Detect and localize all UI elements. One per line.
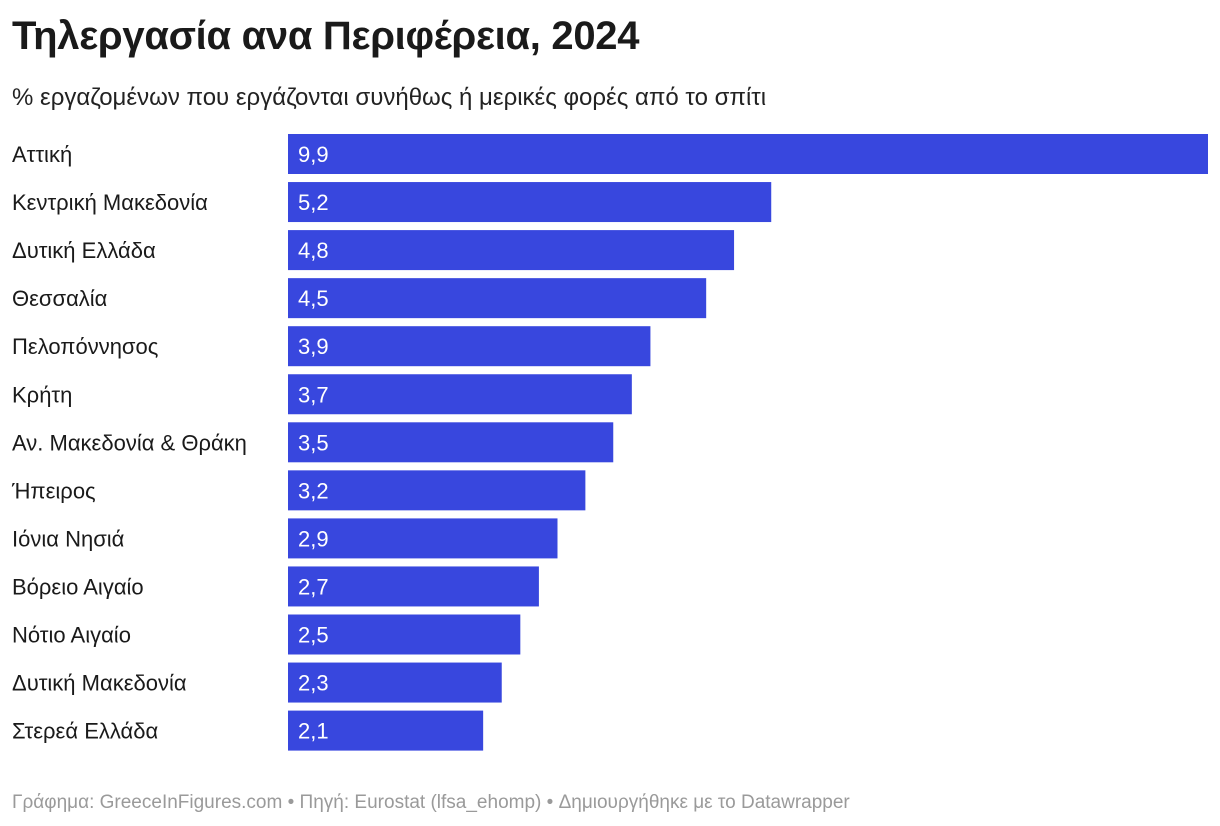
bar-row: Θεσσαλία 4,5 [12, 278, 707, 319]
bar-row: Πελοπόννησος 3,9 [12, 326, 651, 367]
bar-row: Ιόνια Νησιά 2,9 [12, 518, 558, 559]
category-label: Νότιο Αιγαίο [12, 623, 131, 648]
bar [288, 134, 1208, 174]
chart-subtitle: % εργαζομένων που εργάζονται συνήθως ή μ… [12, 84, 767, 111]
category-label: Θεσσαλία [12, 286, 108, 311]
value-label: 3,7 [298, 382, 329, 407]
bar-row: Νότιο Αιγαίο 2,5 [12, 614, 521, 655]
bar [288, 518, 558, 559]
value-label: 2,1 [298, 719, 329, 744]
bar [288, 230, 735, 271]
category-label: Στερεά Ελλάδα [12, 719, 159, 744]
value-label: 2,5 [298, 623, 329, 648]
value-label: 5,2 [298, 190, 329, 215]
category-label: Αν. Μακεδονία & Θράκη [12, 430, 247, 455]
value-label: 9,9 [298, 142, 329, 167]
chart-title: Τηλεργασία ανα Περιφέρεια, 2024 [12, 14, 640, 58]
value-label: 2,9 [298, 526, 329, 551]
category-label: Ήπειρος [11, 478, 96, 503]
bar-row: Δυτική Μακεδονία 2,3 [12, 662, 502, 703]
bar [288, 422, 614, 463]
bar [288, 374, 632, 415]
value-label: 4,8 [298, 238, 329, 263]
category-label: Πελοπόννησος [12, 334, 158, 359]
bar-row: Βόρειο Αιγαίο 2,7 [12, 566, 539, 607]
value-label: 3,9 [298, 334, 329, 359]
bar-row: Κρήτη 3,7 [12, 374, 632, 415]
bar [288, 326, 651, 367]
bar-row: Αττική 9,9 [12, 134, 1208, 174]
value-label: 2,3 [298, 671, 329, 696]
bar-row: Αν. Μακεδονία & Θράκη 3,5 [12, 422, 614, 463]
category-label: Δυτική Μακεδονία [12, 671, 187, 696]
bar [288, 278, 707, 319]
value-label: 2,7 [298, 574, 329, 599]
bar [288, 662, 502, 703]
category-label: Κρήτη [12, 382, 72, 407]
bar [288, 710, 484, 751]
category-label: Δυτική Ελλάδα [12, 238, 156, 263]
bar-row: Κεντρική Μακεδονία 5,2 [12, 182, 772, 223]
bar-row: Ήπειρος 3,2 [11, 470, 586, 511]
value-label: 3,5 [298, 430, 329, 455]
bar-row: Στερεά Ελλάδα 2,1 [12, 710, 484, 751]
bar [288, 614, 521, 655]
value-label: 4,5 [298, 286, 329, 311]
bar [288, 182, 772, 223]
bar [288, 470, 586, 511]
bar [288, 566, 539, 607]
category-label: Κεντρική Μακεδονία [12, 190, 208, 215]
category-label: Ιόνια Νησιά [12, 526, 125, 551]
bar-row: Δυτική Ελλάδα 4,8 [12, 230, 735, 271]
category-label: Αττική [12, 142, 72, 167]
chart-footer: Γράφημα: GreeceInFigures.com • Πηγή: Eur… [12, 792, 850, 813]
value-label: 3,2 [298, 478, 329, 503]
category-label: Βόρειο Αιγαίο [12, 574, 144, 599]
